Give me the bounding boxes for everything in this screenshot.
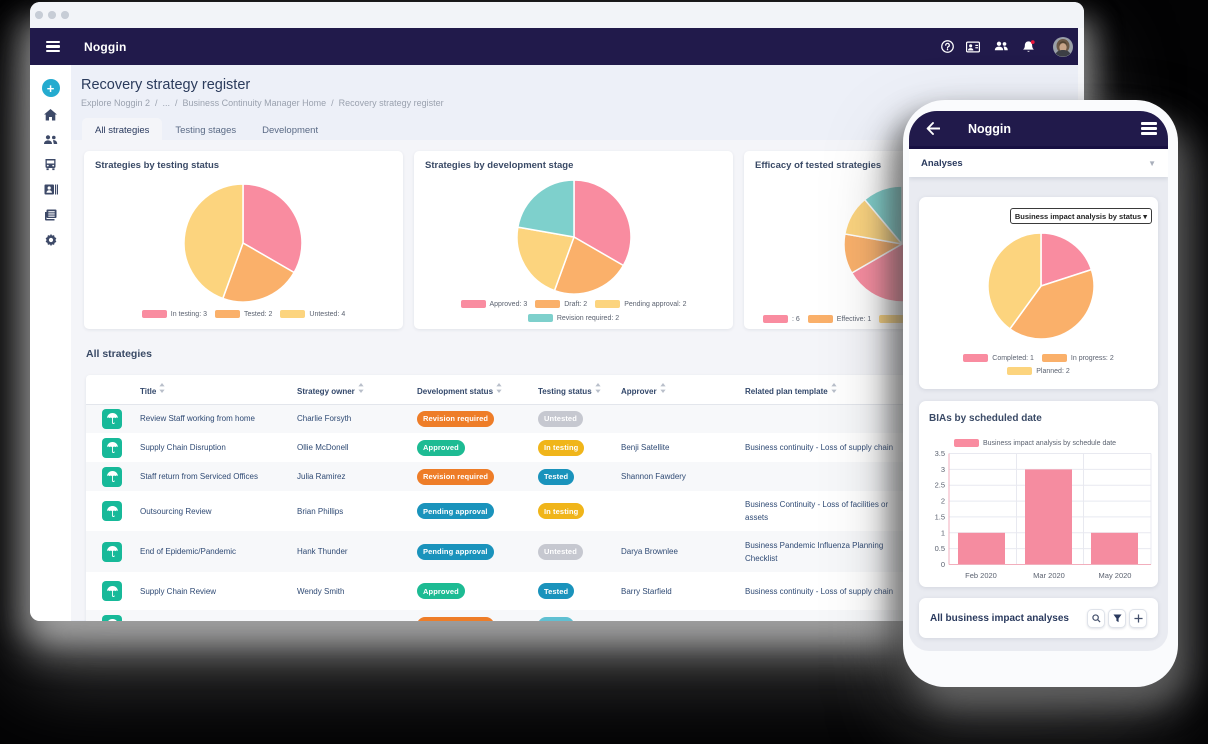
- svg-text:Mar 2020: Mar 2020: [1033, 571, 1065, 580]
- svg-text:Feb 2020: Feb 2020: [965, 571, 997, 580]
- svg-text:1: 1: [941, 528, 945, 537]
- svg-text:2.5: 2.5: [935, 481, 945, 490]
- svg-text:0: 0: [941, 560, 945, 569]
- svg-text:1.5: 1.5: [935, 512, 945, 521]
- svg-text:2: 2: [941, 497, 945, 506]
- svg-text:0.5: 0.5: [935, 544, 945, 553]
- svg-text:3.5: 3.5: [935, 449, 945, 458]
- svg-text:3: 3: [941, 465, 945, 474]
- svg-text:May 2020: May 2020: [1099, 571, 1132, 580]
